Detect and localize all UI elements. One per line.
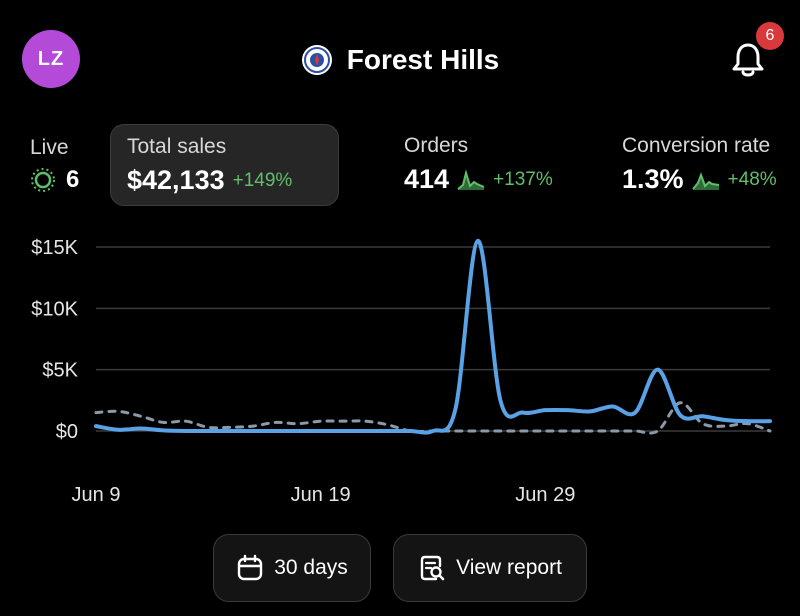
comparison-series-line (94, 401, 772, 435)
calendar-icon (238, 554, 263, 581)
y-tick-label: $0 (56, 421, 78, 443)
metric-orders[interactable]: Orders 414 +137% (404, 134, 553, 218)
bell-icon[interactable] (728, 40, 768, 80)
metric-total-sales[interactable]: Total sales $42,133 +149% (110, 124, 339, 206)
store-name: Forest Hills (346, 44, 500, 75)
metric-conversion-label: Conversion rate (622, 134, 771, 157)
y-tick-label: $10K (31, 298, 78, 320)
report-search-icon (420, 555, 445, 581)
metric-sales-value: $42,133 (127, 165, 225, 195)
metric-orders-delta: +137% (493, 168, 553, 190)
date-range-label: 30 days (274, 556, 348, 579)
store-logo-icon (301, 45, 332, 75)
metric-live-label: Live (30, 136, 69, 159)
metric-conversion-value: 1.3% (622, 164, 684, 194)
metric-sales-label: Total sales (127, 135, 227, 158)
store-header[interactable]: Forest Hills (0, 40, 800, 80)
sparkline-icon (691, 171, 719, 190)
metric-live-value: 6 (66, 166, 80, 193)
metric-live[interactable]: Live 6 (30, 136, 79, 220)
avatar[interactable]: LZ (22, 30, 80, 88)
notification-badge: 6 (756, 22, 784, 50)
y-tick-label: $15K (31, 237, 78, 259)
avatar-initials: LZ (37, 47, 65, 70)
x-tick-label: Jun 9 (72, 484, 121, 506)
sales-series-line (94, 238, 772, 435)
sales-line-chart[interactable]: $15K $10K $5K $0 Jun 9 Jun 19 Jun 29 (0, 220, 800, 520)
date-range-button[interactable]: 30 days (213, 534, 371, 602)
view-report-button[interactable]: View report (393, 534, 587, 602)
metric-orders-label: Orders (404, 134, 469, 157)
metric-orders-value: 414 (404, 164, 450, 194)
metric-conversion-delta: +48% (727, 168, 777, 190)
metric-conversion-rate[interactable]: Conversion rate 1.3% +48% (622, 134, 777, 218)
view-report-label: View report (456, 556, 562, 579)
y-tick-label: $5K (42, 360, 78, 382)
metrics-strip: Live 6 Total sales $42,133 +149% Orders … (0, 122, 800, 206)
live-pulse-icon (31, 168, 55, 192)
sparkline-icon (457, 168, 485, 190)
x-tick-label: Jun 19 (291, 484, 351, 506)
x-tick-label: Jun 29 (515, 484, 575, 506)
metric-sales-delta: +149% (232, 169, 293, 191)
notification-count: 6 (765, 27, 775, 44)
